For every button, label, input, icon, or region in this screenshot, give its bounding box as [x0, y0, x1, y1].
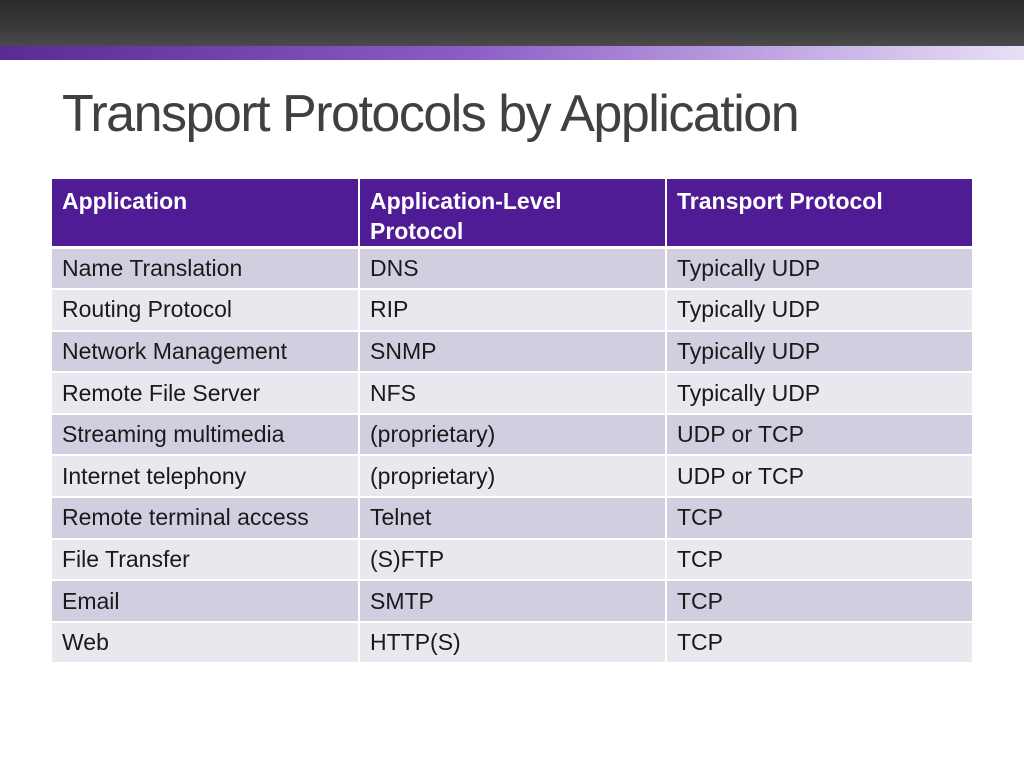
table-row: Name Translation DNS Typically UDP — [52, 247, 972, 291]
table-row: Email SMTP TCP — [52, 580, 972, 623]
cell-transport: Typically UDP — [666, 289, 972, 332]
header-application: Application — [52, 179, 360, 249]
cell-app-protocol: RIP — [359, 289, 667, 332]
cell-app-protocol: SMTP — [359, 580, 667, 623]
protocol-table: Application Application-Level Protocol T… — [52, 179, 972, 665]
cell-app-protocol: DNS — [359, 247, 667, 291]
table-row: Routing Protocol RIP Typically UDP — [52, 289, 972, 332]
cell-app-protocol: (S)FTP — [359, 538, 667, 582]
cell-application: Name Translation — [52, 247, 360, 291]
cell-transport: TCP — [666, 621, 972, 665]
cell-application: Network Management — [52, 330, 360, 374]
cell-transport: TCP — [666, 580, 972, 623]
cell-transport: TCP — [666, 497, 972, 540]
cell-app-protocol: Telnet — [359, 497, 667, 540]
table-header-row: Application Application-Level Protocol T… — [52, 179, 972, 249]
cell-application: Remote File Server — [52, 372, 360, 415]
table-row: Remote File Server NFS Typically UDP — [52, 372, 972, 415]
cell-application: Remote terminal access — [52, 497, 360, 540]
accent-stripe — [0, 46, 1024, 60]
cell-app-protocol: HTTP(S) — [359, 621, 667, 665]
cell-app-protocol: SNMP — [359, 330, 667, 374]
cell-transport: UDP or TCP — [666, 413, 972, 457]
slide-title: Transport Protocols by Application — [62, 85, 800, 143]
cell-application: File Transfer — [52, 538, 360, 582]
cell-app-protocol: (proprietary) — [359, 455, 667, 499]
cell-app-protocol: (proprietary) — [359, 413, 667, 457]
header-application-level-protocol: Application-Level Protocol — [359, 179, 667, 249]
table-row: Internet telephony (proprietary) UDP or … — [52, 455, 972, 499]
cell-application: Streaming multimedia — [52, 413, 360, 457]
cell-application: Web — [52, 621, 360, 665]
header-transport-protocol: Transport Protocol — [666, 179, 972, 249]
cell-application: Routing Protocol — [52, 289, 360, 332]
cell-application: Email — [52, 580, 360, 623]
cell-transport: TCP — [666, 538, 972, 582]
top-bar — [0, 0, 1024, 46]
cell-transport: Typically UDP — [666, 372, 972, 415]
cell-application: Internet telephony — [52, 455, 360, 499]
cell-transport: Typically UDP — [666, 330, 972, 374]
cell-app-protocol: NFS — [359, 372, 667, 415]
table-row: Remote terminal access Telnet TCP — [52, 497, 972, 540]
cell-transport: Typically UDP — [666, 247, 972, 291]
table-row: Web HTTP(S) TCP — [52, 621, 972, 665]
table-row: File Transfer (S)FTP TCP — [52, 538, 972, 582]
table-row: Streaming multimedia (proprietary) UDP o… — [52, 413, 972, 457]
cell-transport: UDP or TCP — [666, 455, 972, 499]
table-row: Network Management SNMP Typically UDP — [52, 330, 972, 374]
